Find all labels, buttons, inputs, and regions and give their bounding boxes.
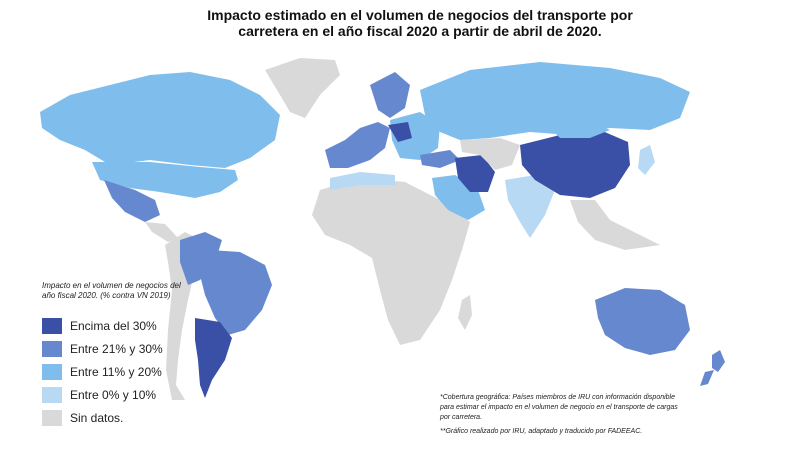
region-iran — [455, 155, 495, 192]
region-andes — [180, 232, 222, 285]
legend-title: Impacto en el volumen de negocios del añ… — [42, 281, 181, 300]
legend-swatch — [42, 410, 62, 426]
legend-item: Encima del 30% — [42, 318, 163, 334]
legend-item: Entre 21% y 30% — [42, 341, 163, 357]
region-scandinavia — [370, 72, 410, 118]
legend-item: Entre 11% y 20% — [42, 364, 163, 380]
footnote-credit: **Gráfico realizado por IRU, adaptado y … — [440, 428, 643, 435]
legend-swatch — [42, 364, 62, 380]
region-central-europe — [388, 122, 412, 142]
region-india — [505, 175, 555, 238]
region-central-america — [145, 222, 178, 242]
legend-swatch — [42, 318, 62, 334]
region-russia — [420, 62, 690, 140]
legend-label: Entre 21% y 30% — [70, 342, 163, 356]
title-line-2: carretera en el año fiscal 2020 a partir… — [238, 23, 602, 39]
region-greenland — [265, 58, 340, 118]
title-line-1: Impacto estimado en el volumen de negoci… — [207, 7, 633, 23]
region-africa — [312, 178, 470, 345]
region-north-africa — [330, 172, 395, 190]
legend-item: Entre 0% y 10% — [42, 387, 163, 403]
footnotes: *Cobertura geográfica: Países miembros d… — [440, 393, 680, 441]
region-mexico — [104, 180, 160, 222]
legend-swatch — [42, 387, 62, 403]
region-australia — [595, 288, 690, 355]
legend: Encima del 30% Entre 21% y 30% Entre 11%… — [42, 318, 163, 433]
legend-swatch — [42, 341, 62, 357]
region-new-zealand — [712, 350, 725, 372]
region-china — [520, 130, 630, 198]
region-madagascar — [458, 295, 472, 330]
region-japan — [638, 145, 655, 175]
footnote-coverage: *Cobertura geográfica: Países miembros d… — [440, 394, 678, 421]
region-argentina — [195, 318, 232, 398]
region-new-zealand-south — [700, 370, 714, 386]
legend-label: Sin datos. — [70, 411, 124, 425]
region-central-asia — [460, 138, 520, 170]
map-title: Impacto estimado en el volumen de negoci… — [150, 7, 690, 39]
region-southeast-asia — [570, 200, 660, 250]
legend-label: Encima del 30% — [70, 319, 157, 333]
region-usa — [92, 162, 238, 198]
legend-label: Entre 11% y 20% — [70, 365, 162, 379]
region-brazil — [200, 250, 272, 335]
region-turkey — [420, 150, 460, 168]
region-western-europe — [325, 122, 390, 168]
legend-label: Entre 0% y 10% — [70, 388, 157, 402]
region-mongolia — [550, 122, 610, 138]
region-canada — [40, 72, 280, 168]
legend-item: Sin datos. — [42, 410, 163, 426]
